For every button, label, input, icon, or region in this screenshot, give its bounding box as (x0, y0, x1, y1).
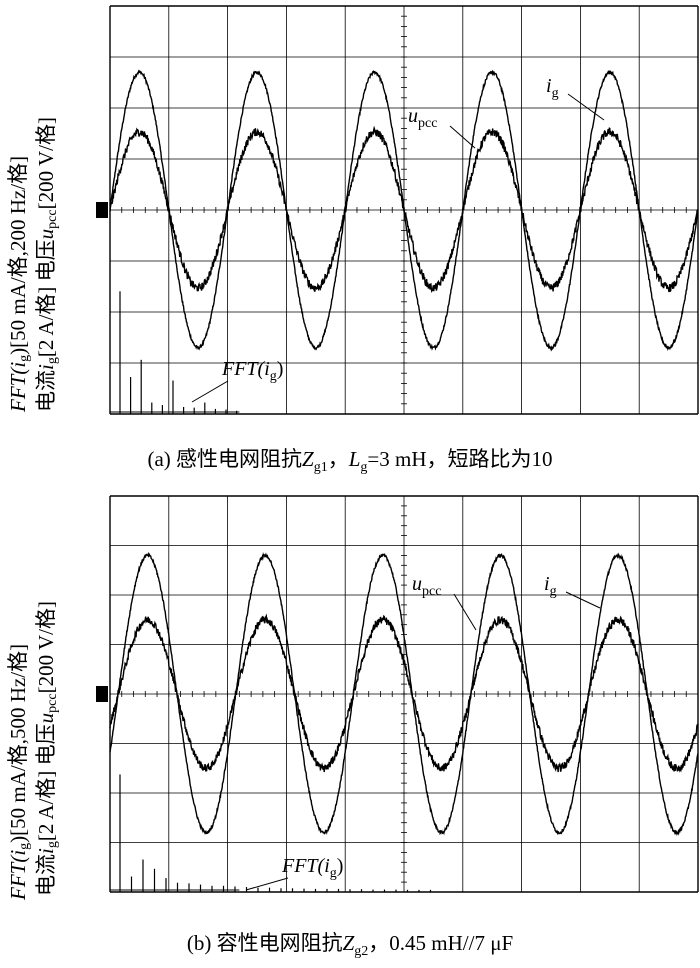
caption-a: (a) 感性电网阻抗Zg1，Lg=3 mH，短路比为10 (147, 447, 553, 476)
caption-b: (b) 容性电网阻抗Zg2，0.45 mH//7 μF (186, 931, 514, 960)
series-ig (109, 551, 699, 836)
panel-a: FFT(ig)[50 mA/格,200 Hz/格] 电流ig[2 A/格] 电压… (0, 0, 700, 480)
panel-b: FFT(ig)[50 mA/格,500 Hz/格] 电流ig[2 A/格] 电压… (0, 484, 700, 968)
label-upcc: upcc (408, 105, 437, 131)
fft-spectrum (110, 774, 432, 892)
label-ig: ig (546, 75, 559, 101)
center-ticks (109, 495, 699, 893)
series-upcc (109, 125, 699, 294)
label-fft: FFT(ig) (221, 358, 283, 384)
oscilloscope-plot-a: ig upcc FFT(ig) (96, 5, 699, 415)
channel-marker (96, 686, 108, 702)
fft-spectrum (110, 291, 240, 414)
label-fft: FFT(ig) (281, 855, 343, 881)
channel-marker (96, 202, 108, 218)
series-upcc (109, 613, 699, 773)
